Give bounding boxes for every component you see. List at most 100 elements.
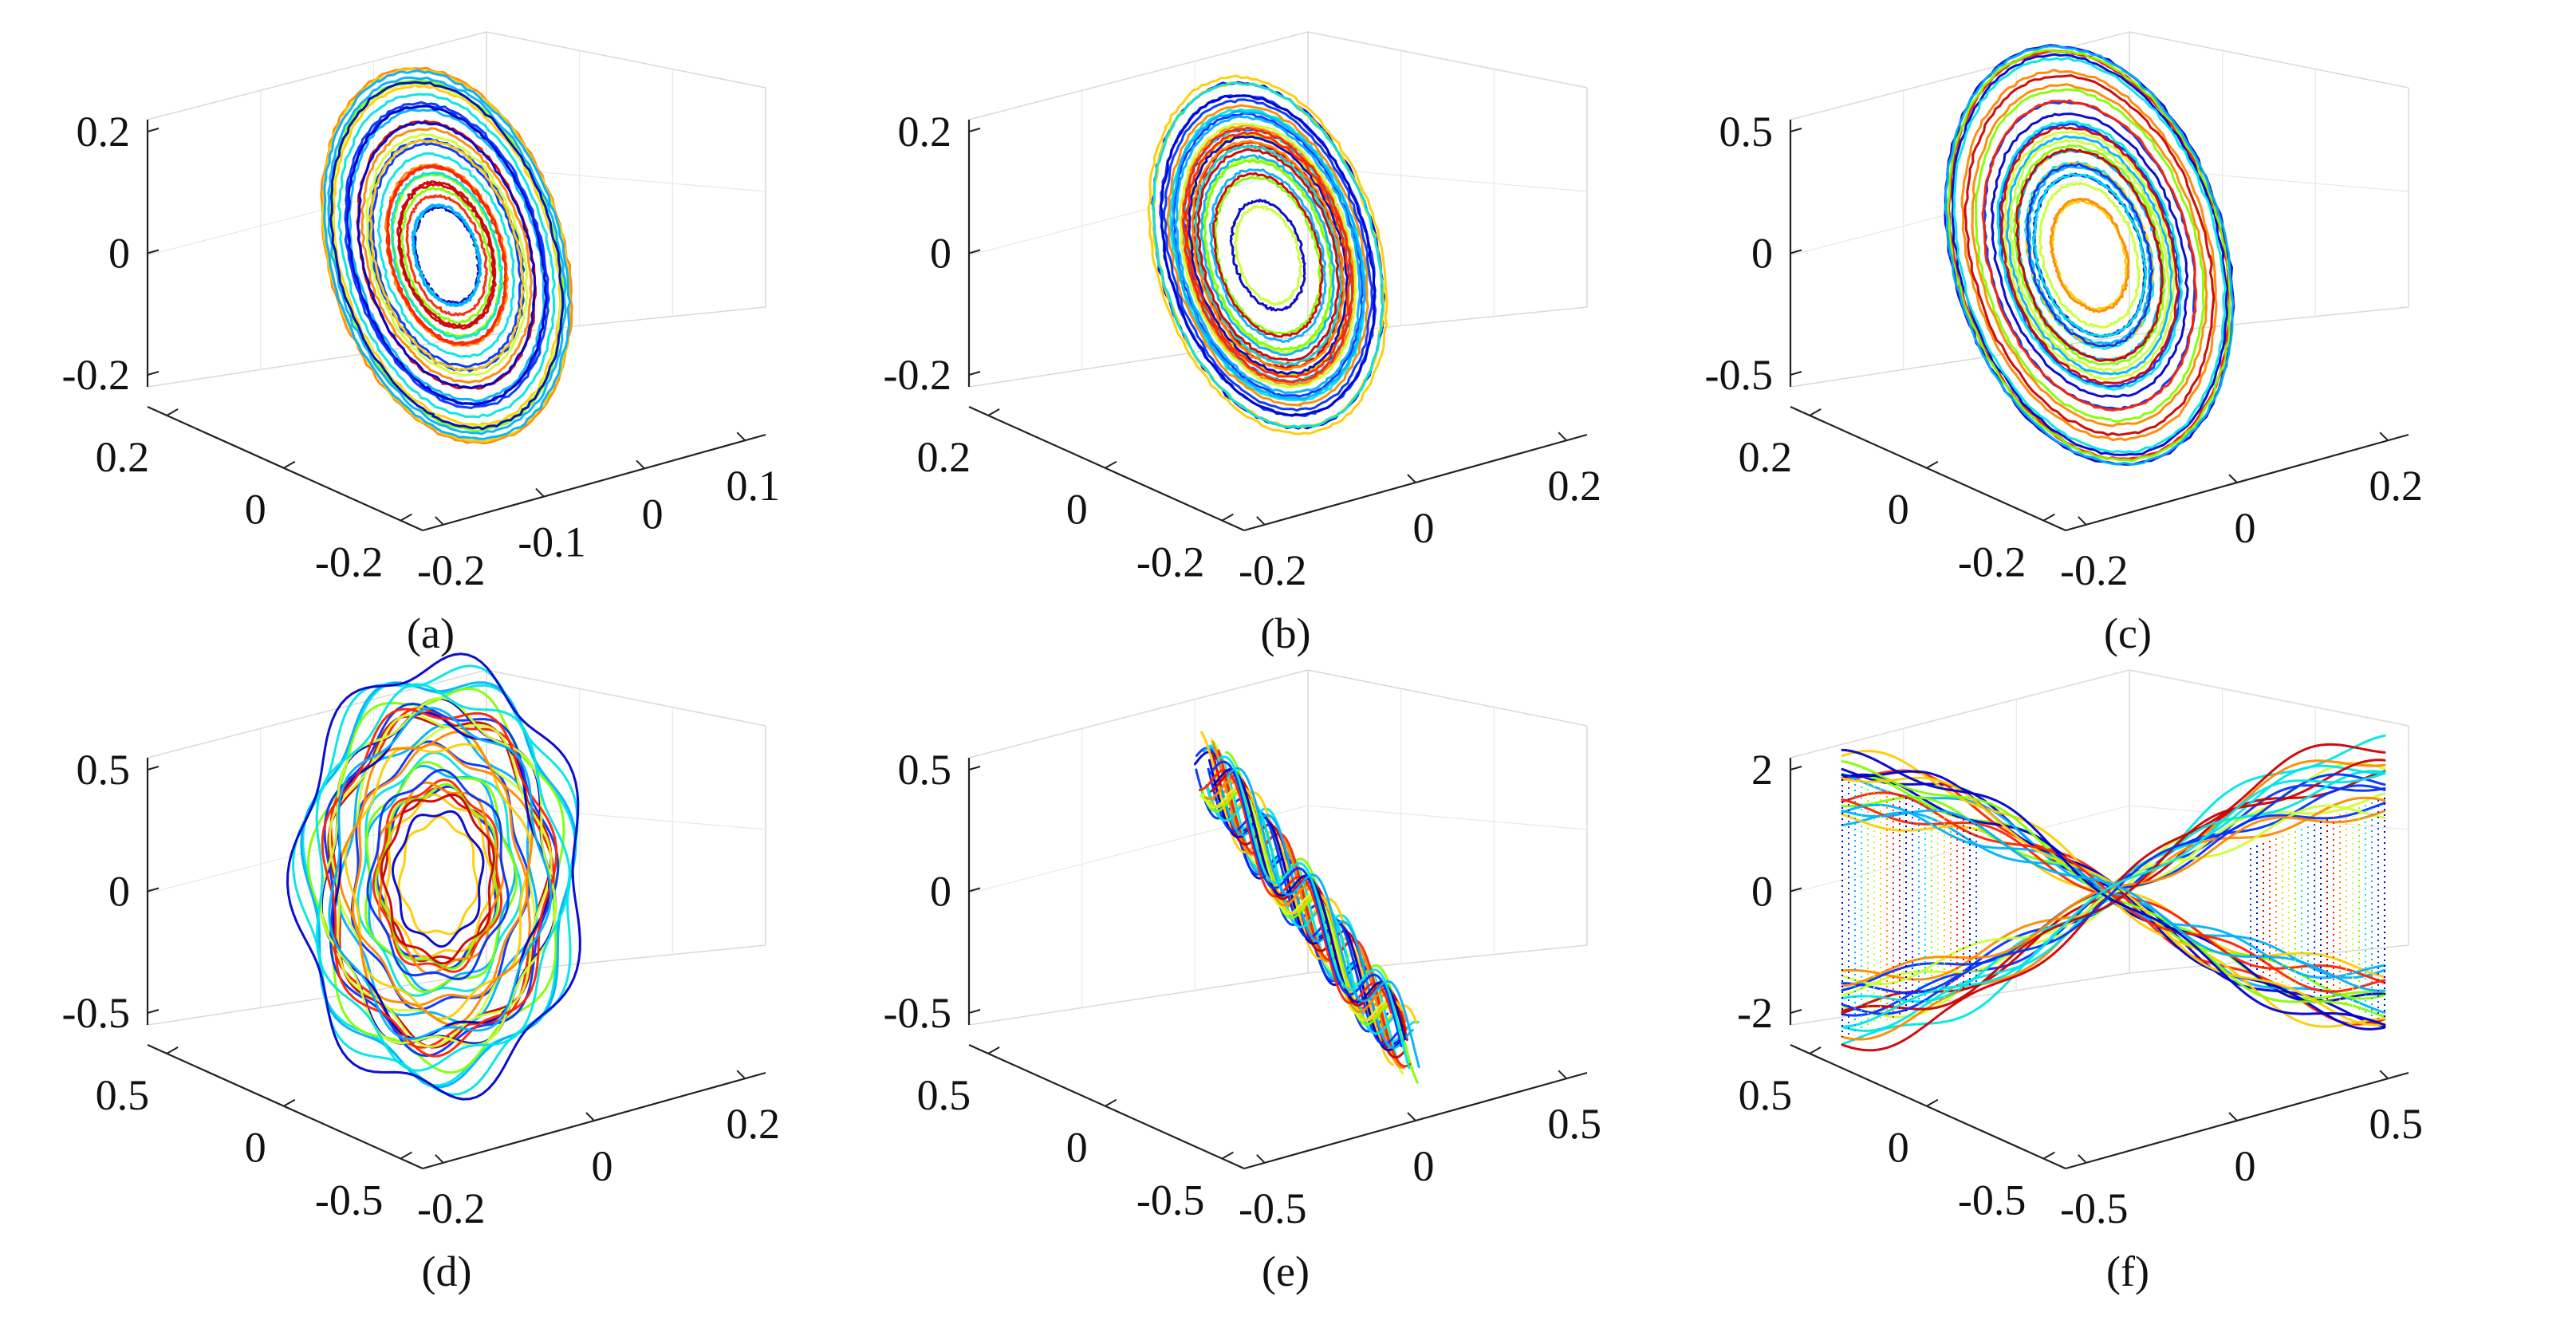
trajectory-line xyxy=(398,183,496,329)
x-tick-label: 0 xyxy=(2235,1142,2256,1190)
box-edge xyxy=(147,972,487,1026)
y-tick-label: 0.2 xyxy=(917,433,971,481)
z-tick-label: 0 xyxy=(930,868,951,916)
y-tick-label: 0 xyxy=(245,486,266,534)
grid-line xyxy=(147,167,487,256)
y-tick-mark xyxy=(987,408,1000,416)
trajectory-line xyxy=(286,652,581,1101)
trajectory-line xyxy=(1841,772,2386,1028)
x-tick-label: 0 xyxy=(642,490,664,538)
trajectory-line xyxy=(1216,755,1411,1070)
box-edge xyxy=(486,306,766,336)
trajectory-line xyxy=(2015,148,2164,362)
panel-caption: (a) xyxy=(407,609,455,657)
panel-b: -0.2 0 0.2 -0.2 0 0.2 -0.2 0 0.2 (b) xyxy=(884,31,1601,657)
box-edge xyxy=(1790,31,2130,120)
y-tick-mark xyxy=(1926,1098,1939,1107)
box-edge xyxy=(2129,31,2409,89)
trajectory-line xyxy=(1200,788,1395,1026)
box-edge xyxy=(1307,31,1588,89)
grid-line xyxy=(1307,805,1588,830)
trajectory-line xyxy=(1171,110,1366,400)
panel-caption: (f) xyxy=(2106,1247,2149,1295)
y-axis xyxy=(968,1043,1245,1170)
trajectory-line xyxy=(1944,45,2235,466)
trajectory-line xyxy=(2026,163,2154,348)
x-tick-label: -0.2 xyxy=(417,1184,485,1232)
panel-c: -0.5 0 0.5 -0.2 0 0.2 -0.2 0 0.2 (c) xyxy=(1705,31,2423,657)
x-tick-mark xyxy=(535,487,545,498)
z-tick-mark xyxy=(968,249,981,254)
y-tick-label: -0.2 xyxy=(315,538,383,586)
trajectory-line xyxy=(1229,199,1306,312)
trajectory-line xyxy=(321,707,558,1058)
z-tick-mark xyxy=(1790,371,1802,376)
trajectory-line xyxy=(1212,171,1324,338)
z-tick-label: 0 xyxy=(1751,868,1773,916)
y-tick-mark xyxy=(166,1046,179,1054)
trajectory-line xyxy=(1174,115,1361,395)
y-tick-label: 0.5 xyxy=(96,1071,150,1119)
z-tick-label: -0.2 xyxy=(884,351,951,399)
trajectory-line xyxy=(1946,49,2232,463)
y-axis xyxy=(1790,405,2066,532)
trajectory-line xyxy=(405,194,488,317)
y-tick-mark xyxy=(1926,460,1939,469)
z-tick-mark xyxy=(147,128,160,132)
y-tick-mark xyxy=(987,1046,1000,1054)
trajectory-line xyxy=(375,782,499,970)
trajectory-line xyxy=(2032,172,2147,338)
y-tick-label: 0.5 xyxy=(917,1071,971,1119)
panel-e: -0.5 0 0.5 -0.5 0 0.5 -0.5 0 0.5 (e) xyxy=(884,669,1601,1295)
z-tick-mark xyxy=(1790,766,1802,770)
x-tick-label: 0 xyxy=(1413,1142,1435,1190)
trajectory-line xyxy=(307,687,565,1074)
trajectory-line xyxy=(1947,49,2231,460)
z-tick-mark xyxy=(147,249,160,254)
trajectory-line xyxy=(1208,168,1327,343)
box-edge xyxy=(1790,669,2130,759)
trajectory-line xyxy=(1203,159,1333,351)
trajectory-line xyxy=(2005,135,2173,376)
trajectory-line xyxy=(2050,199,2129,311)
trajectory-group xyxy=(1147,74,1388,436)
z-tick-label: -2 xyxy=(1737,989,1773,1037)
trajectory-line xyxy=(1198,769,1392,1014)
trajectory-line xyxy=(337,731,534,1027)
trajectory-line xyxy=(323,702,560,1058)
trajectory-line xyxy=(1196,148,1341,362)
z-tick-mark xyxy=(1790,1009,1802,1014)
x-tick-mark xyxy=(1558,1070,1567,1079)
x-tick-label: -0.2 xyxy=(1239,546,1306,594)
trajectory-line xyxy=(336,723,538,1024)
y-tick-mark xyxy=(1809,1046,1822,1054)
trajectory-line xyxy=(385,164,507,347)
trajectory-line xyxy=(1199,154,1336,357)
box-edge xyxy=(968,334,1309,388)
trajectory-line xyxy=(1960,69,2218,442)
trajectory-line xyxy=(344,100,550,409)
y-tick-mark xyxy=(1221,1151,1234,1160)
x-tick-label: -0.2 xyxy=(2060,546,2128,594)
trajectory-line xyxy=(1999,126,2180,385)
y-tick-mark xyxy=(2042,513,2055,522)
trajectory-group xyxy=(1944,44,2235,466)
z-tick-label: -0.5 xyxy=(884,989,951,1037)
trajectory-line xyxy=(1214,175,1322,335)
box-edge xyxy=(486,31,766,89)
box-edge xyxy=(968,669,1309,759)
y-tick-label: -0.5 xyxy=(315,1176,383,1224)
z-tick-mark xyxy=(147,766,160,770)
z-tick-label: 0.5 xyxy=(77,746,131,794)
x-tick-label: 0 xyxy=(592,1142,613,1190)
panel-caption: (c) xyxy=(2104,609,2152,657)
z-tick-label: 0.2 xyxy=(77,108,131,156)
x-tick-label: 0.2 xyxy=(2369,462,2423,510)
x-tick-mark xyxy=(585,1112,595,1121)
x-tick-mark xyxy=(736,432,746,441)
grid-line xyxy=(147,805,487,894)
grid-line xyxy=(968,167,1309,256)
panel-d: -0.5 0 0.5 -0.5 0 0.5 -0.2 0 0.2 (d) xyxy=(62,652,780,1295)
trajectory-line xyxy=(1981,99,2198,412)
trajectory-line xyxy=(1178,123,1357,389)
